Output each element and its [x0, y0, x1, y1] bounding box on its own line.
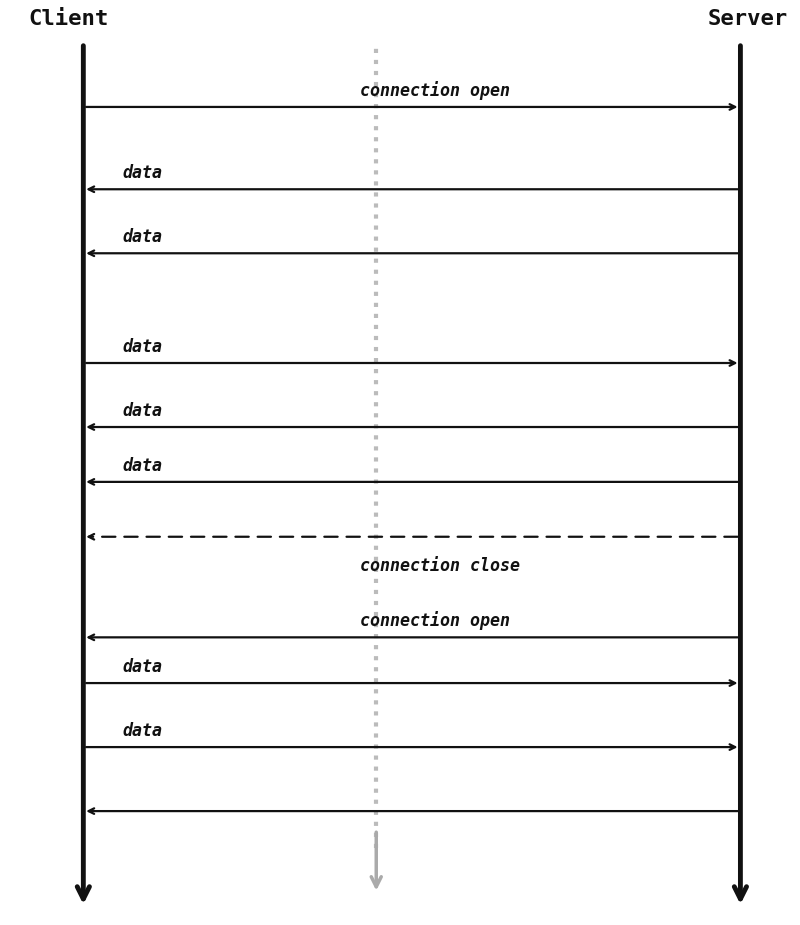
- Text: data: data: [123, 722, 163, 740]
- Text: Client: Client: [28, 9, 108, 30]
- Text: data: data: [123, 457, 163, 475]
- Text: data: data: [123, 164, 163, 182]
- Text: data: data: [123, 228, 163, 246]
- Text: data: data: [123, 338, 163, 356]
- Text: connection close: connection close: [361, 557, 521, 575]
- Text: Server: Server: [708, 9, 788, 30]
- Text: connection open: connection open: [361, 611, 510, 630]
- Text: data: data: [123, 401, 163, 420]
- Text: connection open: connection open: [361, 80, 510, 100]
- Text: data: data: [123, 658, 163, 676]
